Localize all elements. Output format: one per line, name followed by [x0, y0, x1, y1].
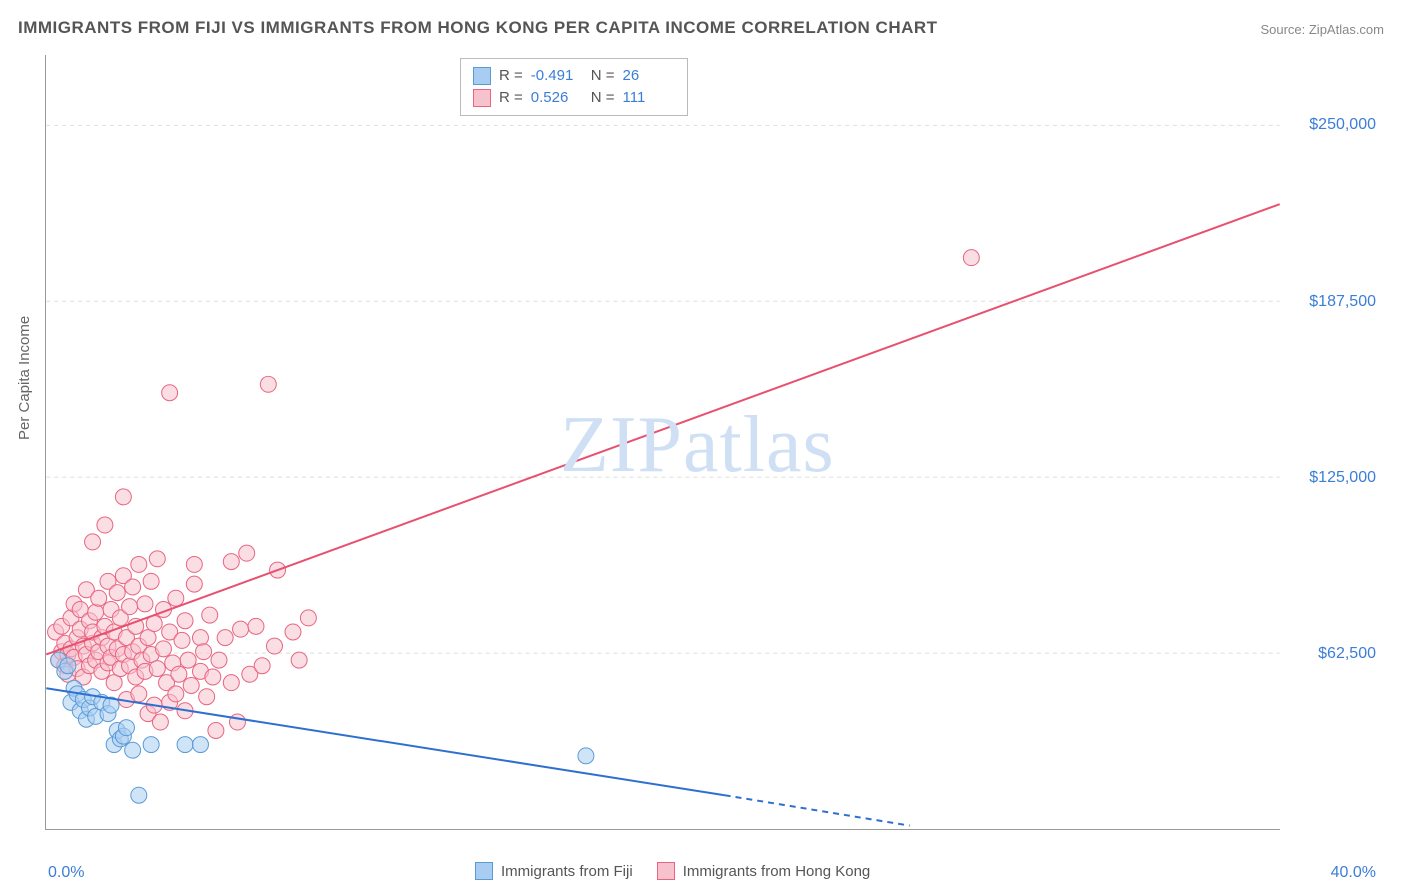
scatter-point: [162, 385, 178, 401]
scatter-point: [149, 551, 165, 567]
scatter-point: [171, 666, 187, 682]
scatter-point: [174, 632, 190, 648]
scatter-point: [125, 742, 141, 758]
scatter-point: [223, 554, 239, 570]
legend-swatch: [475, 862, 493, 880]
legend-series-label: Immigrants from Fiji: [501, 863, 633, 880]
y-tick-label: $62,500: [1318, 645, 1376, 663]
r-label: R =: [499, 65, 523, 87]
scatter-point: [300, 610, 316, 626]
scatter-point: [137, 596, 153, 612]
scatter-point: [149, 661, 165, 677]
scatter-point: [239, 545, 255, 561]
legend-series-item: Immigrants from Hong Kong: [657, 862, 871, 880]
n-label: N =: [591, 65, 615, 87]
chart-title: IMMIGRANTS FROM FIJI VS IMMIGRANTS FROM …: [18, 18, 938, 38]
chart-svg: [46, 55, 1280, 829]
scatter-point: [115, 489, 131, 505]
n-label: N =: [591, 87, 615, 109]
scatter-point: [122, 599, 138, 615]
scatter-point: [152, 714, 168, 730]
scatter-point: [196, 644, 212, 660]
legend-swatch: [657, 862, 675, 880]
source-attribution: Source: ZipAtlas.com: [1260, 22, 1384, 37]
legend-stats-row: R = -0.491 N = 26: [473, 65, 675, 87]
scatter-point: [168, 590, 184, 606]
scatter-point: [60, 658, 76, 674]
y-tick-label: $187,500: [1309, 293, 1376, 311]
legend-stats-row: R = 0.526 N = 111: [473, 87, 675, 109]
scatter-point: [199, 689, 215, 705]
scatter-point: [97, 517, 113, 533]
r-value: -0.491: [531, 65, 583, 87]
scatter-point: [223, 675, 239, 691]
legend-series-label: Immigrants from Hong Kong: [683, 863, 871, 880]
scatter-point: [192, 737, 208, 753]
n-value: 26: [623, 65, 675, 87]
y-tick-label: $250,000: [1309, 116, 1376, 134]
r-label: R =: [499, 87, 523, 109]
scatter-point: [186, 576, 202, 592]
legend-series-item: Immigrants from Fiji: [475, 862, 633, 880]
x-tick-max: 40.0%: [1331, 864, 1376, 882]
scatter-point: [211, 652, 227, 668]
y-tick-label: $125,000: [1309, 469, 1376, 487]
scatter-point: [131, 787, 147, 803]
scatter-point: [217, 630, 233, 646]
legend-swatch: [473, 67, 491, 85]
scatter-point: [131, 556, 147, 572]
scatter-point: [208, 723, 224, 739]
scatter-point: [168, 686, 184, 702]
scatter-point: [118, 720, 134, 736]
scatter-point: [202, 607, 218, 623]
scatter-point: [106, 675, 122, 691]
scatter-point: [285, 624, 301, 640]
scatter-point: [91, 590, 107, 606]
source-value: ZipAtlas.com: [1309, 22, 1384, 37]
scatter-point: [85, 534, 101, 550]
legend-swatch: [473, 89, 491, 107]
scatter-point: [131, 686, 147, 702]
plot-area: [45, 55, 1280, 830]
scatter-point: [186, 556, 202, 572]
scatter-point: [177, 737, 193, 753]
x-tick-min: 0.0%: [48, 864, 84, 882]
scatter-point: [180, 652, 196, 668]
scatter-point: [183, 677, 199, 693]
scatter-point: [578, 748, 594, 764]
scatter-point: [229, 714, 245, 730]
scatter-point: [233, 621, 249, 637]
r-value: 0.526: [531, 87, 583, 109]
scatter-point: [125, 579, 141, 595]
scatter-point: [254, 658, 270, 674]
scatter-point: [266, 638, 282, 654]
scatter-point: [205, 669, 221, 685]
scatter-point: [177, 613, 193, 629]
n-value: 111: [623, 87, 675, 109]
scatter-point: [109, 585, 125, 601]
scatter-point: [140, 630, 156, 646]
scatter-point: [192, 630, 208, 646]
legend-stats: R = -0.491 N = 26 R = 0.526 N = 111: [460, 58, 688, 116]
regression-line-extrapolated: [725, 795, 910, 825]
source-prefix: Source:: [1260, 22, 1308, 37]
regression-line: [46, 204, 1279, 654]
scatter-point: [248, 618, 264, 634]
scatter-point: [963, 250, 979, 266]
y-axis-title: Per Capita Income: [16, 316, 33, 440]
scatter-point: [88, 604, 104, 620]
scatter-point: [291, 652, 307, 668]
scatter-point: [155, 641, 171, 657]
scatter-point: [143, 573, 159, 589]
scatter-point: [143, 737, 159, 753]
legend-series: Immigrants from Fiji Immigrants from Hong…: [475, 862, 870, 880]
scatter-point: [260, 376, 276, 392]
